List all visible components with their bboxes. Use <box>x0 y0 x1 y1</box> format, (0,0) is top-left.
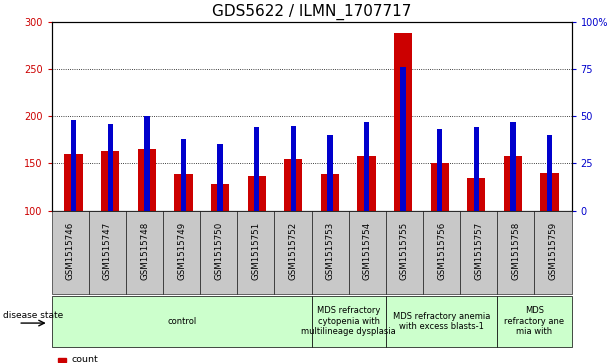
Text: MDS refractory
cytopenia with
multilineage dysplasia: MDS refractory cytopenia with multilinea… <box>302 306 396 336</box>
Text: GSM1515748: GSM1515748 <box>140 221 149 280</box>
Text: GSM1515746: GSM1515746 <box>66 221 75 280</box>
Bar <box>394 33 412 211</box>
Bar <box>181 139 186 211</box>
Text: control: control <box>167 317 196 326</box>
Bar <box>547 135 552 211</box>
Text: count: count <box>71 355 98 363</box>
Text: GSM1515747: GSM1515747 <box>103 221 112 280</box>
Bar <box>64 154 83 211</box>
Bar <box>108 124 113 211</box>
Bar <box>430 163 449 211</box>
Title: GDS5622 / ILMN_1707717: GDS5622 / ILMN_1707717 <box>212 4 411 20</box>
Bar <box>217 144 223 211</box>
Text: GSM1515750: GSM1515750 <box>214 221 223 280</box>
Bar <box>101 151 119 211</box>
Bar <box>291 126 296 211</box>
Text: MDS
refractory ane
mia with: MDS refractory ane mia with <box>504 306 564 336</box>
Bar <box>137 149 156 211</box>
Bar <box>327 135 333 211</box>
Bar <box>510 122 516 211</box>
Text: GSM1515755: GSM1515755 <box>400 221 409 280</box>
Bar <box>254 127 260 211</box>
Text: MDS refractory anemia
with excess blasts-1: MDS refractory anemia with excess blasts… <box>393 311 490 331</box>
Text: GSM1515756: GSM1515756 <box>437 221 446 280</box>
Text: GSM1515749: GSM1515749 <box>177 221 186 280</box>
Bar <box>174 174 193 211</box>
Bar <box>541 173 559 211</box>
Text: GSM1515759: GSM1515759 <box>548 221 558 280</box>
Bar <box>358 156 376 211</box>
Bar <box>211 184 229 211</box>
Text: GSM1515753: GSM1515753 <box>326 221 334 280</box>
Bar <box>504 156 522 211</box>
Bar <box>321 174 339 211</box>
Text: GSM1515757: GSM1515757 <box>474 221 483 280</box>
Bar <box>467 178 486 211</box>
Text: GSM1515754: GSM1515754 <box>363 221 372 280</box>
Bar <box>71 120 77 211</box>
Bar <box>284 159 302 211</box>
Text: GSM1515752: GSM1515752 <box>289 221 297 280</box>
Text: GSM1515751: GSM1515751 <box>251 221 260 280</box>
Bar <box>364 122 369 211</box>
Bar <box>144 116 150 211</box>
Text: disease state: disease state <box>3 311 63 320</box>
Text: GSM1515758: GSM1515758 <box>511 221 520 280</box>
Bar <box>437 129 443 211</box>
Bar <box>401 67 406 211</box>
Bar <box>474 127 479 211</box>
Bar <box>247 176 266 211</box>
